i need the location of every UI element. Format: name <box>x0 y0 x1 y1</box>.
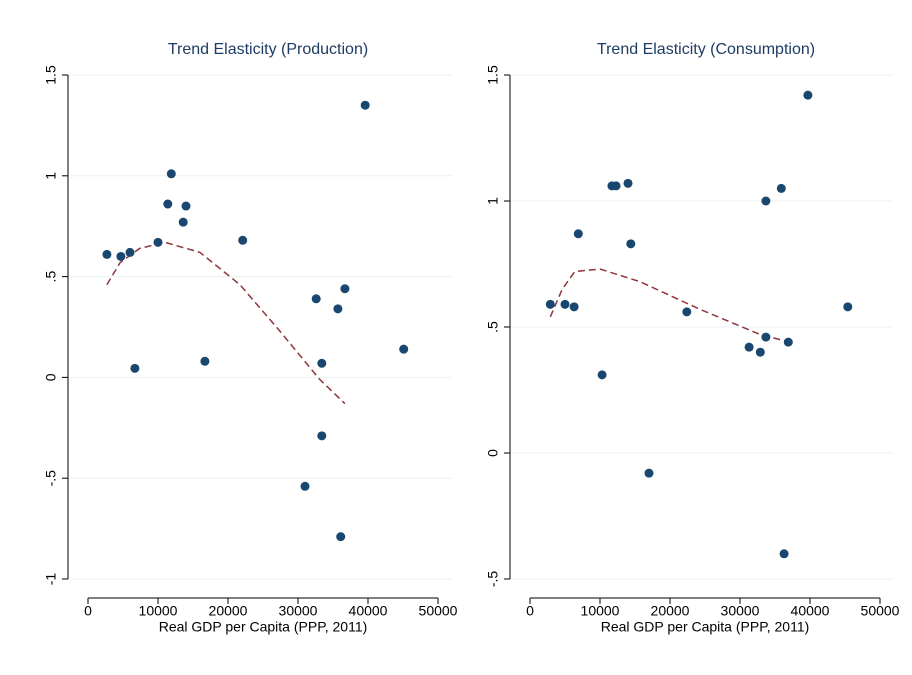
point <box>300 481 310 491</box>
point <box>843 302 853 312</box>
y-tick-label: 1.5 <box>43 65 59 85</box>
x-tick-label: 50000 <box>861 603 900 619</box>
fit-line <box>549 268 790 343</box>
x-tick-label: 20000 <box>651 603 690 619</box>
y-tick-label: -.5 <box>43 470 59 487</box>
x-tick-label: 20000 <box>209 603 248 619</box>
point <box>130 363 140 373</box>
x-tick-label: 30000 <box>279 603 318 619</box>
x-tick-label: 10000 <box>581 603 620 619</box>
y-tick-label: 1.5 <box>485 65 501 85</box>
point <box>238 235 248 245</box>
point <box>761 196 771 206</box>
point <box>181 201 191 211</box>
point <box>317 431 327 441</box>
point <box>178 217 188 227</box>
point <box>166 169 176 179</box>
x-tick-label: 30000 <box>721 603 760 619</box>
point <box>560 299 570 309</box>
y-tick-label: -.5 <box>485 571 501 588</box>
y-tick-label: 1 <box>43 172 59 180</box>
point <box>755 347 765 357</box>
point <box>163 199 173 209</box>
y-tick-label: .5 <box>43 271 59 283</box>
point <box>333 304 343 314</box>
point <box>682 307 692 317</box>
point <box>153 237 163 247</box>
x-axis-title: Real GDP per Capita (PPP, 2011) <box>159 619 368 635</box>
chart-title: Trend Elasticity (Production) <box>168 41 368 58</box>
point <box>623 178 633 188</box>
point <box>761 332 771 342</box>
point <box>644 468 654 478</box>
fit-line <box>106 241 346 405</box>
point <box>125 247 135 257</box>
y-tick-label: .5 <box>485 321 501 333</box>
x-tick-label: 0 <box>84 603 92 619</box>
y-tick-label: 0 <box>43 373 59 381</box>
x-tick-label: 0 <box>526 603 534 619</box>
x-tick-label: 40000 <box>791 603 830 619</box>
y-tick-label: -1 <box>43 573 59 586</box>
point <box>340 284 350 294</box>
point <box>611 181 621 191</box>
point <box>573 229 583 239</box>
y-tick-label: 0 <box>485 449 501 457</box>
y-tick-label: 1 <box>485 197 501 205</box>
point <box>569 302 579 312</box>
point <box>399 344 409 354</box>
point <box>311 294 321 304</box>
point <box>317 358 327 368</box>
point <box>545 299 555 309</box>
point <box>336 532 346 542</box>
point <box>102 249 112 259</box>
point <box>779 549 789 559</box>
point <box>776 183 786 193</box>
point <box>116 251 126 261</box>
x-axis-title: Real GDP per Capita (PPP, 2011) <box>601 619 810 635</box>
point <box>803 90 813 100</box>
point <box>783 337 793 347</box>
point <box>597 370 607 380</box>
point <box>626 239 636 249</box>
x-tick-label: 10000 <box>139 603 178 619</box>
x-tick-label: 50000 <box>419 603 458 619</box>
chart-title: Trend Elasticity (Consumption) <box>597 41 815 58</box>
point <box>744 342 754 352</box>
x-tick-label: 40000 <box>349 603 388 619</box>
point <box>200 356 210 366</box>
point <box>360 100 370 110</box>
